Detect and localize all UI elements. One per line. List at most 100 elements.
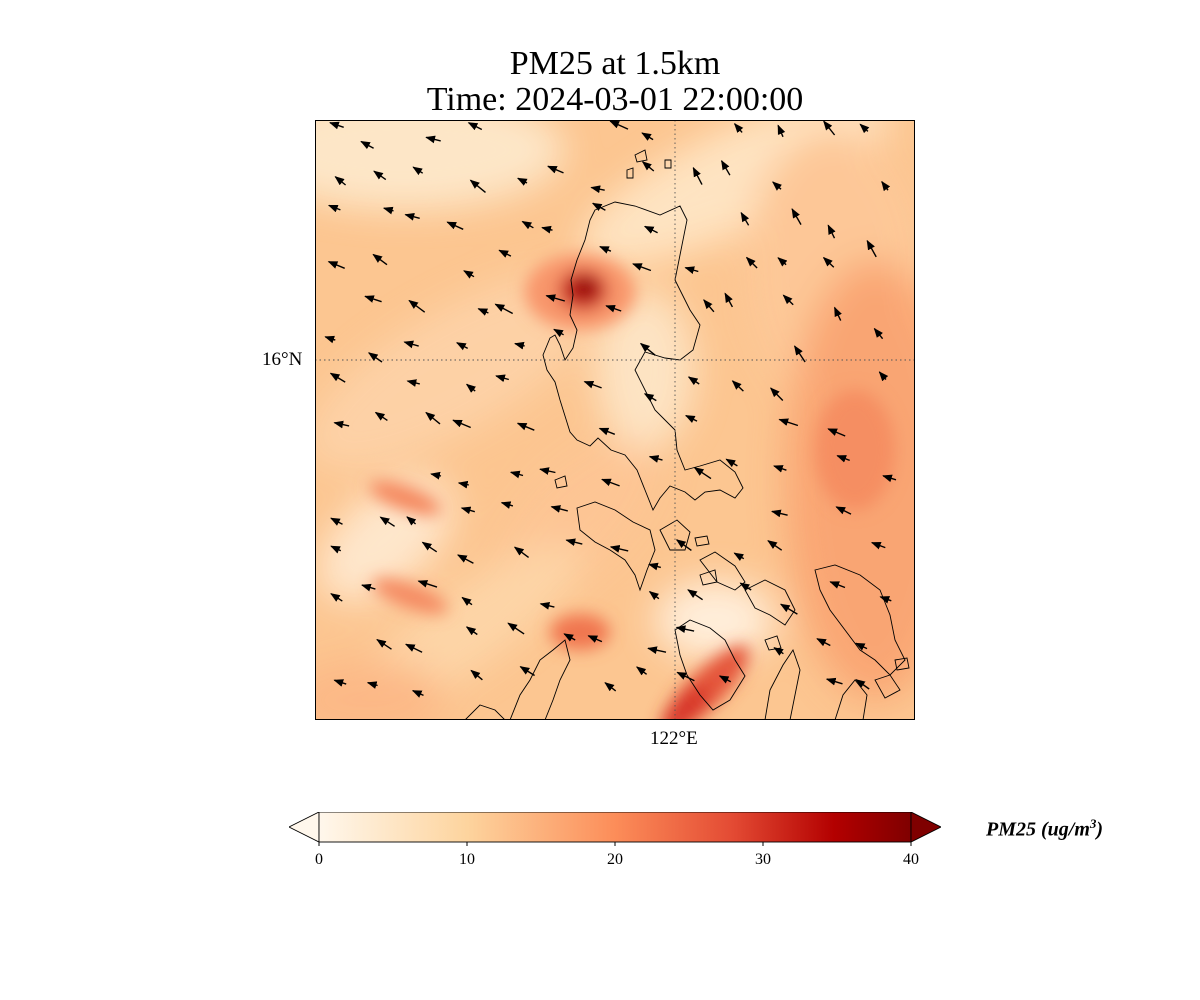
wind-arrow [456, 342, 469, 351]
wind-arrow [457, 554, 474, 564]
wind-arrow [463, 270, 475, 279]
chart-title-line-1: PM25 at 1.5km [509, 45, 721, 82]
colorbar-tick-label: 30 [755, 851, 771, 868]
wind-arrow [509, 470, 524, 479]
wind-arrow [452, 419, 471, 429]
wind-arrow [553, 328, 564, 338]
wind-arrow [881, 180, 891, 192]
colorbar-tick-label: 10 [459, 851, 475, 868]
wind-arrow [816, 638, 831, 647]
wind-arrow [467, 122, 483, 131]
wind-arrow [687, 589, 703, 601]
colorbar-label: PM25 (ug/m3) [986, 816, 1103, 842]
wind-arrow [822, 256, 835, 268]
wind-arrow [565, 538, 583, 547]
wind-arrow [693, 467, 712, 480]
wind-arrow [366, 681, 378, 689]
wind-arrow [773, 647, 784, 656]
wind-arrow [460, 506, 475, 515]
wind-arrow [739, 582, 752, 592]
wind-arrow [676, 671, 695, 682]
wind-arrow [632, 263, 652, 272]
wind-arrow [641, 161, 655, 172]
wind-arrow [361, 583, 376, 592]
wind-arrow [516, 422, 535, 431]
colorbar-tick-label: 0 [315, 851, 323, 868]
wind-arrow [591, 202, 606, 211]
wind-arrow [477, 308, 489, 316]
wind-arrow [740, 211, 750, 226]
chart-title-line-2: Time: 2024-03-01 22:00:00 [426, 81, 804, 118]
wind-arrow [376, 639, 392, 650]
wind-vectors [324, 120, 897, 698]
wind-arrow [421, 541, 438, 553]
wind-arrow [330, 545, 342, 554]
wind-arrow [408, 299, 426, 313]
pm25-field [315, 120, 915, 720]
wind-arrow [333, 420, 350, 429]
wind-arrow [684, 266, 699, 274]
wind-arrow [643, 393, 657, 402]
wind-arrow [687, 376, 700, 386]
wind-arrow [563, 633, 576, 642]
wind-arrow [457, 480, 469, 489]
wind-arrow [517, 177, 528, 186]
wind-arrow [364, 295, 382, 303]
colorbar-ticks: 0 10 20 30 40 [315, 842, 919, 868]
wind-arrow [404, 213, 420, 221]
wind-arrow [855, 679, 870, 690]
wind-arrow [767, 540, 783, 551]
wind-arrow [854, 642, 868, 651]
wind-arrow [446, 221, 464, 230]
wind-arrow [412, 166, 424, 176]
wind-arrow [430, 471, 442, 480]
wind-arrow [870, 541, 886, 550]
map-border [315, 120, 915, 720]
wind-arrow [643, 225, 658, 234]
wind-arrow [507, 622, 525, 635]
wind-arrow [725, 458, 738, 468]
wind-arrow [779, 603, 798, 615]
wind-arrow [541, 225, 553, 234]
wind-arrow [403, 340, 419, 349]
wind-arrow [498, 249, 512, 258]
colorbar-tick-label: 40 [903, 851, 919, 868]
wind-arrow [733, 552, 745, 561]
wind-arrow [647, 646, 667, 655]
wind-arrow [327, 204, 341, 213]
wind-arrow [411, 689, 424, 698]
wind-arrow [327, 260, 345, 269]
wind-arrow [539, 602, 555, 610]
wind-arrow [685, 414, 698, 424]
wind-arrow [823, 120, 836, 136]
wind-arrow [583, 380, 602, 389]
wind-arrow [720, 159, 731, 176]
wind-arrow [330, 517, 343, 526]
wind-arrow [329, 121, 344, 130]
wind-arrow [465, 626, 478, 636]
wind-arrow [324, 335, 336, 344]
colorbar-max-extend [910, 812, 941, 843]
wind-arrow [333, 679, 347, 687]
wind-arrow [772, 181, 783, 191]
wind-arrow [770, 387, 784, 401]
colorbar-label-suffix: ) [1096, 818, 1104, 841]
wind-arrow [334, 176, 347, 186]
wind-arrow [745, 256, 758, 269]
wind-arrow [692, 166, 703, 185]
wind-arrow [367, 352, 383, 363]
wind-arrow [513, 546, 530, 558]
wind-arrow [794, 345, 806, 363]
wind-arrow [599, 245, 612, 254]
map-panel [315, 120, 915, 720]
wind-arrow [648, 562, 661, 571]
wind-arrow [425, 135, 441, 144]
wind-arrow [879, 596, 892, 604]
wind-arrow [835, 506, 852, 515]
wind-arrow [465, 383, 477, 393]
wind-arrow [605, 304, 622, 313]
latitude-label: 16°N [262, 349, 303, 370]
wind-arrow [873, 327, 884, 340]
wind-arrow [373, 170, 387, 181]
wind-arrow [829, 581, 846, 589]
